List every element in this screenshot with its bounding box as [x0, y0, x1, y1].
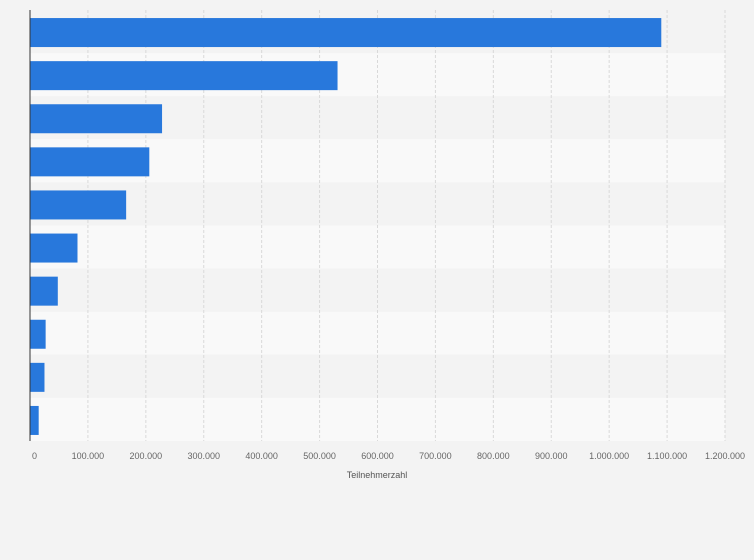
bar[interactable]	[30, 61, 338, 91]
x-tick-label: 700.000	[419, 451, 452, 461]
bar[interactable]	[30, 190, 127, 220]
x-tick-label: 100.000	[72, 451, 105, 461]
x-tick-label: 1.000.000	[589, 451, 629, 461]
x-axis-title: Teilnehmerzahl	[347, 470, 408, 480]
x-tick-label: 300.000	[187, 451, 220, 461]
bar[interactable]	[30, 319, 46, 349]
x-tick-label: 0	[32, 451, 37, 461]
x-tick-label: 1.100.000	[647, 451, 687, 461]
bar[interactable]	[30, 233, 78, 263]
bars	[30, 18, 662, 435]
x-tick-label: 500.000	[303, 451, 336, 461]
bar[interactable]	[30, 362, 45, 392]
x-tick-label: 1.200.000	[705, 451, 745, 461]
x-tick-label: 200.000	[130, 451, 163, 461]
x-tick-label: 900.000	[535, 451, 568, 461]
row-band	[30, 311, 725, 355]
x-tick-label: 800.000	[477, 451, 510, 461]
row-band	[30, 182, 725, 226]
bar[interactable]	[30, 147, 150, 177]
bar[interactable]	[30, 276, 58, 306]
bar[interactable]	[30, 18, 662, 48]
row-band	[30, 397, 725, 441]
x-tick-labels: 0 100.000 200.000 300.000 400.000 500.000 600.…	[32, 451, 745, 461]
bar[interactable]	[30, 405, 39, 435]
bar[interactable]	[30, 104, 163, 134]
x-tick-label: 400.000	[245, 451, 278, 461]
x-tick-label: 600.000	[361, 451, 394, 461]
